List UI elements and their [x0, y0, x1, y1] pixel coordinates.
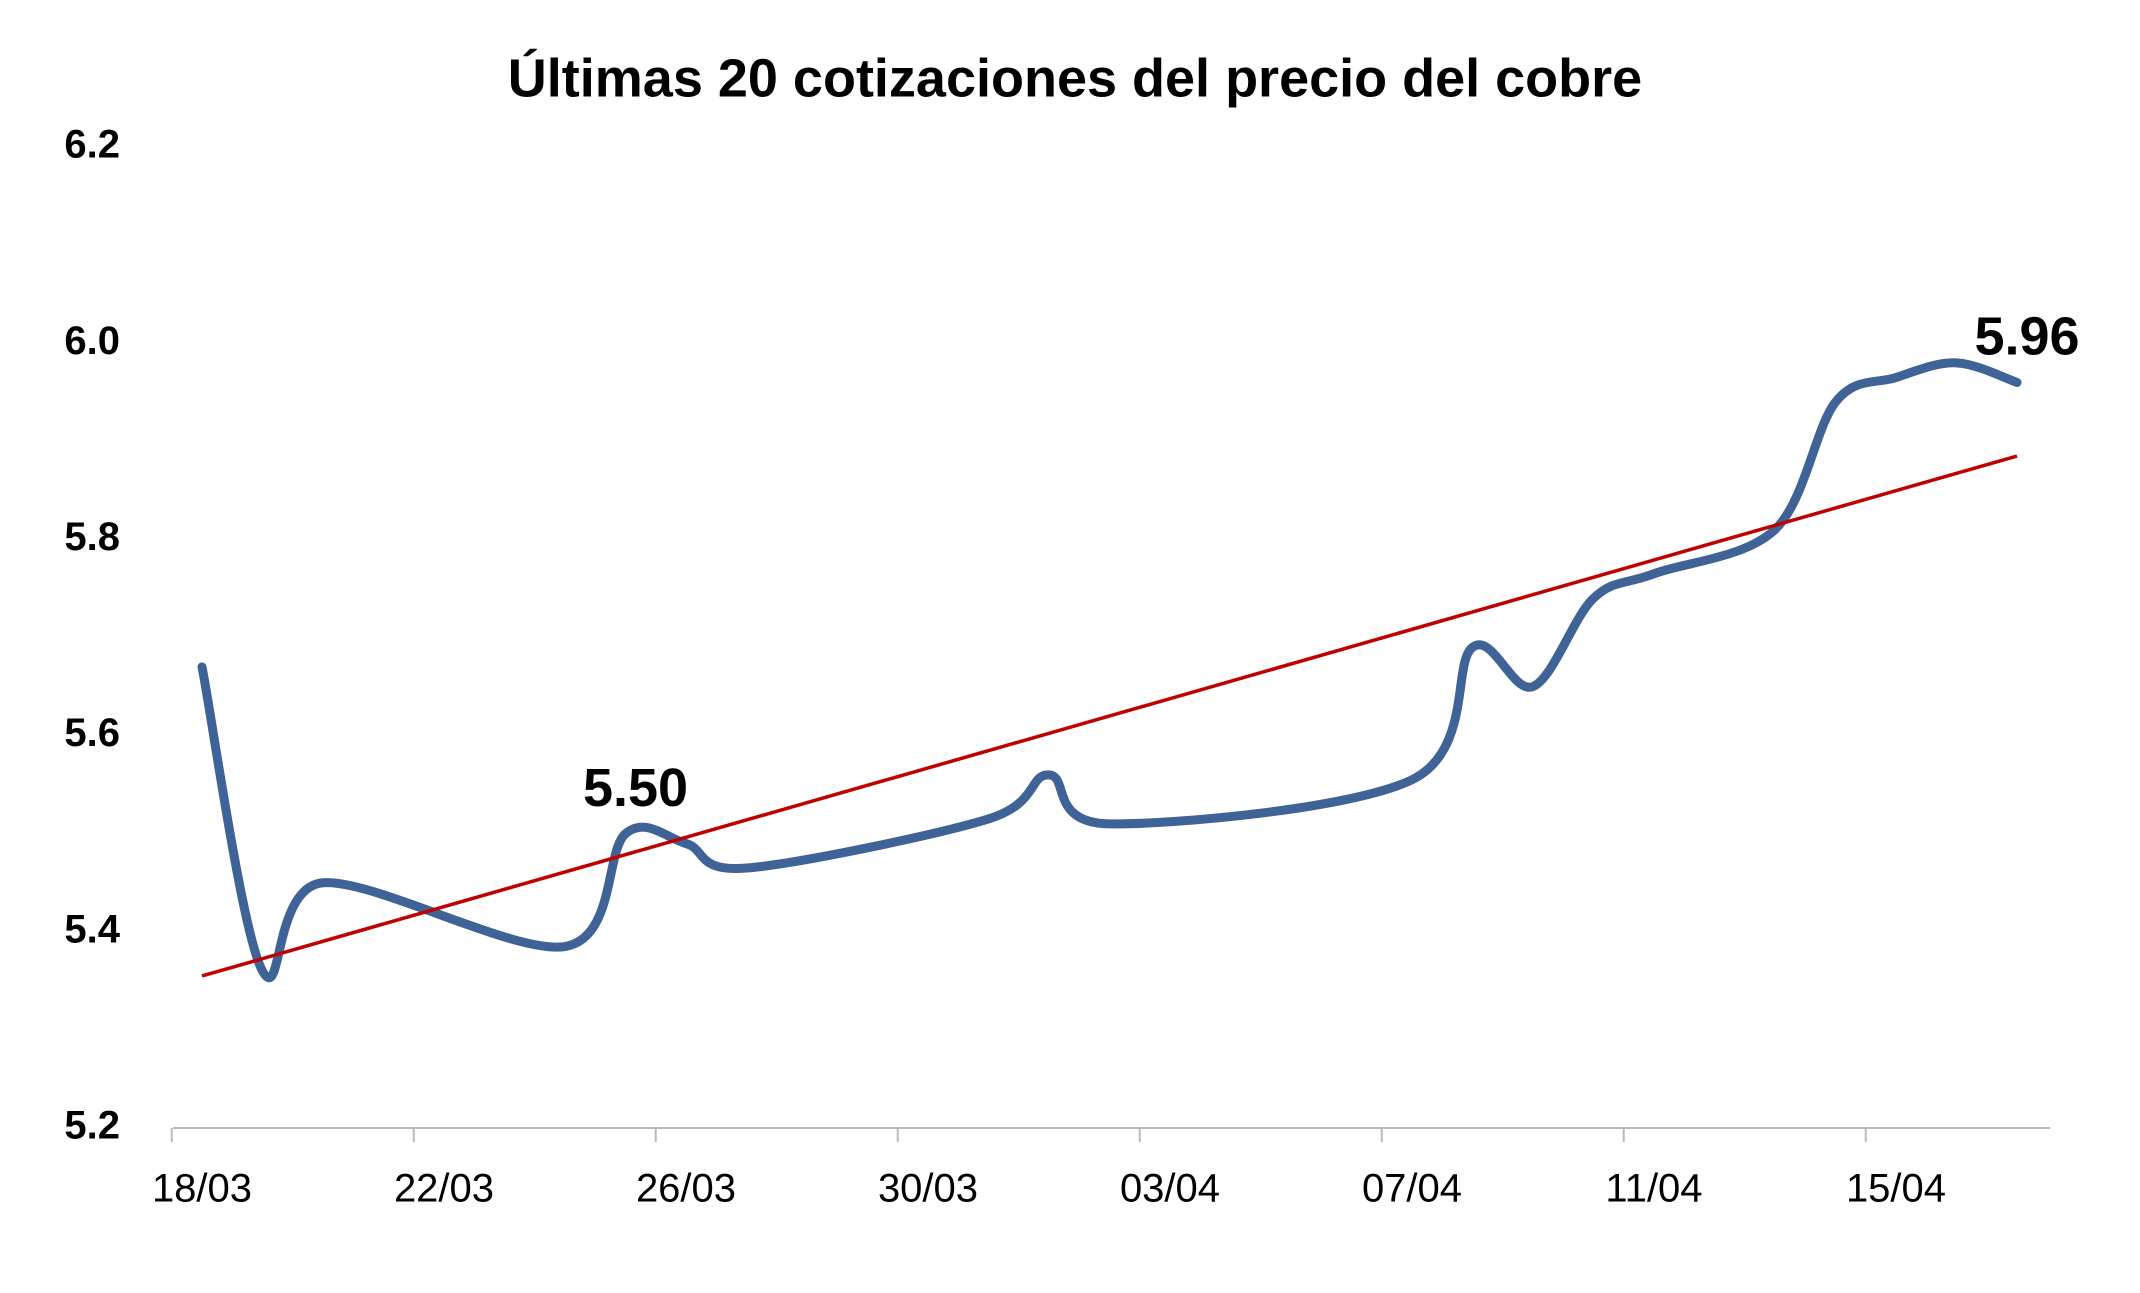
- trendline: [201, 454, 2018, 978]
- y-tick-label: 5.6: [64, 711, 120, 755]
- x-tick-label: 07/04: [1362, 1167, 1462, 1211]
- x-tick-label: 11/04: [1605, 1167, 1702, 1211]
- y-tick-label: 6.0: [64, 319, 120, 363]
- y-tick-label: 5.4: [64, 907, 120, 951]
- y-tick-label: 5.8: [64, 515, 120, 559]
- x-tick-label: 18/03: [152, 1167, 252, 1211]
- x-tick-label: 26/03: [636, 1167, 736, 1211]
- price-line: [197, 358, 2022, 983]
- x-tick-label: 03/04: [1120, 1167, 1220, 1211]
- value-label: 5.96: [1974, 307, 2079, 367]
- y-tick-label: 6.2: [64, 123, 120, 167]
- x-tick-label: 30/03: [878, 1167, 978, 1211]
- y-tick-label: 5.2: [64, 1104, 120, 1148]
- value-label: 5.50: [583, 758, 688, 818]
- x-tick-label: 15/04: [1846, 1167, 1946, 1211]
- chart-title: Últimas 20 cotizaciones del precio del c…: [508, 48, 1642, 108]
- x-tick-label: 22/03: [394, 1167, 494, 1211]
